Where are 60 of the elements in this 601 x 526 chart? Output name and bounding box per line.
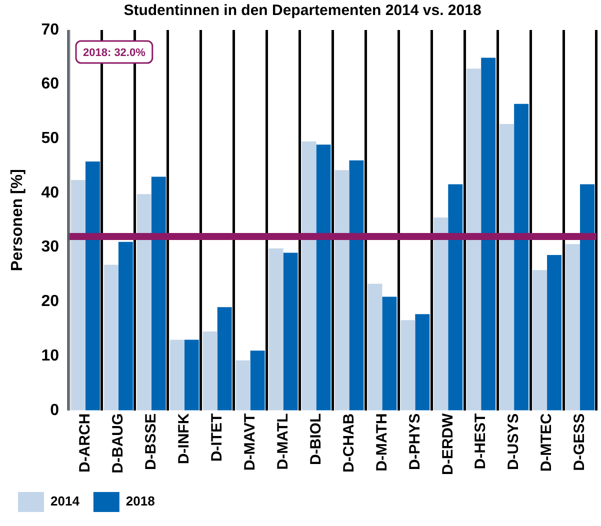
x-tick-label: D-MAVT [241, 413, 258, 471]
bar [184, 340, 199, 410]
bar [283, 252, 298, 410]
bar [170, 340, 184, 410]
legend-label: 2014 [50, 494, 80, 509]
x-tick-label: D-ERDW [439, 412, 456, 475]
y-tick-label: 70 [41, 21, 60, 38]
bar [316, 144, 331, 410]
bar [334, 170, 350, 410]
chart-title: Studentinnen in den Departementen 2014 vs. 2018 [124, 2, 482, 20]
x-tick-label: D-BAUG [110, 413, 127, 474]
bar [466, 68, 482, 410]
x-tick-label: D-MATL [274, 413, 292, 470]
x-tick-label: D-USYS [505, 413, 522, 470]
bar [202, 332, 218, 410]
bar [481, 58, 496, 410]
bar [368, 284, 382, 410]
bar [532, 270, 548, 410]
y-tick-label: 50 [41, 130, 60, 148]
bar [268, 248, 284, 410]
x-tick-label: D-CHAB [340, 413, 358, 473]
x-tick-label: D-MATH [373, 413, 390, 472]
bar [448, 184, 463, 410]
bar [400, 320, 416, 410]
bar [415, 314, 430, 410]
y-tick-label: 60 [41, 76, 60, 93]
bar [382, 296, 397, 410]
x-tick-label: D-MTEC [538, 413, 556, 472]
bar [434, 217, 448, 410]
bar [85, 161, 100, 410]
x-tick-label: D-BSSE [142, 413, 160, 470]
y-tick-label: 30 [41, 238, 60, 256]
bar [565, 244, 580, 410]
legend-label: 2018 [126, 494, 155, 509]
y-tick-label: 20 [41, 293, 60, 310]
x-tick-label: D-HEST [472, 413, 490, 470]
y-tick-label: 0 [50, 402, 60, 419]
bar [118, 242, 133, 410]
bar [514, 104, 529, 410]
y-axis-title: Personen [%] [9, 169, 26, 272]
bar [302, 141, 316, 410]
bar [104, 264, 118, 410]
x-tick-label: D-ITET [208, 413, 226, 462]
bar [151, 176, 166, 410]
y-tick-label: 40 [41, 184, 60, 202]
ref-line-label: 2018: 32.0% [82, 47, 146, 60]
bar [500, 124, 514, 410]
y-tick-label: 10 [41, 347, 60, 364]
x-tick-label: D-BIOL [307, 413, 324, 466]
x-tick-label: D-GESS [571, 413, 588, 471]
bar [217, 307, 232, 410]
bar [236, 360, 250, 410]
x-tick-label: D-ARCH [76, 413, 94, 473]
bar [136, 194, 152, 410]
bar [580, 184, 595, 410]
bar [250, 350, 265, 410]
x-tick-label: D-PHYS [406, 413, 424, 470]
x-tick-label: D-INFK [176, 413, 193, 464]
bar [547, 254, 562, 410]
bar [349, 160, 364, 410]
